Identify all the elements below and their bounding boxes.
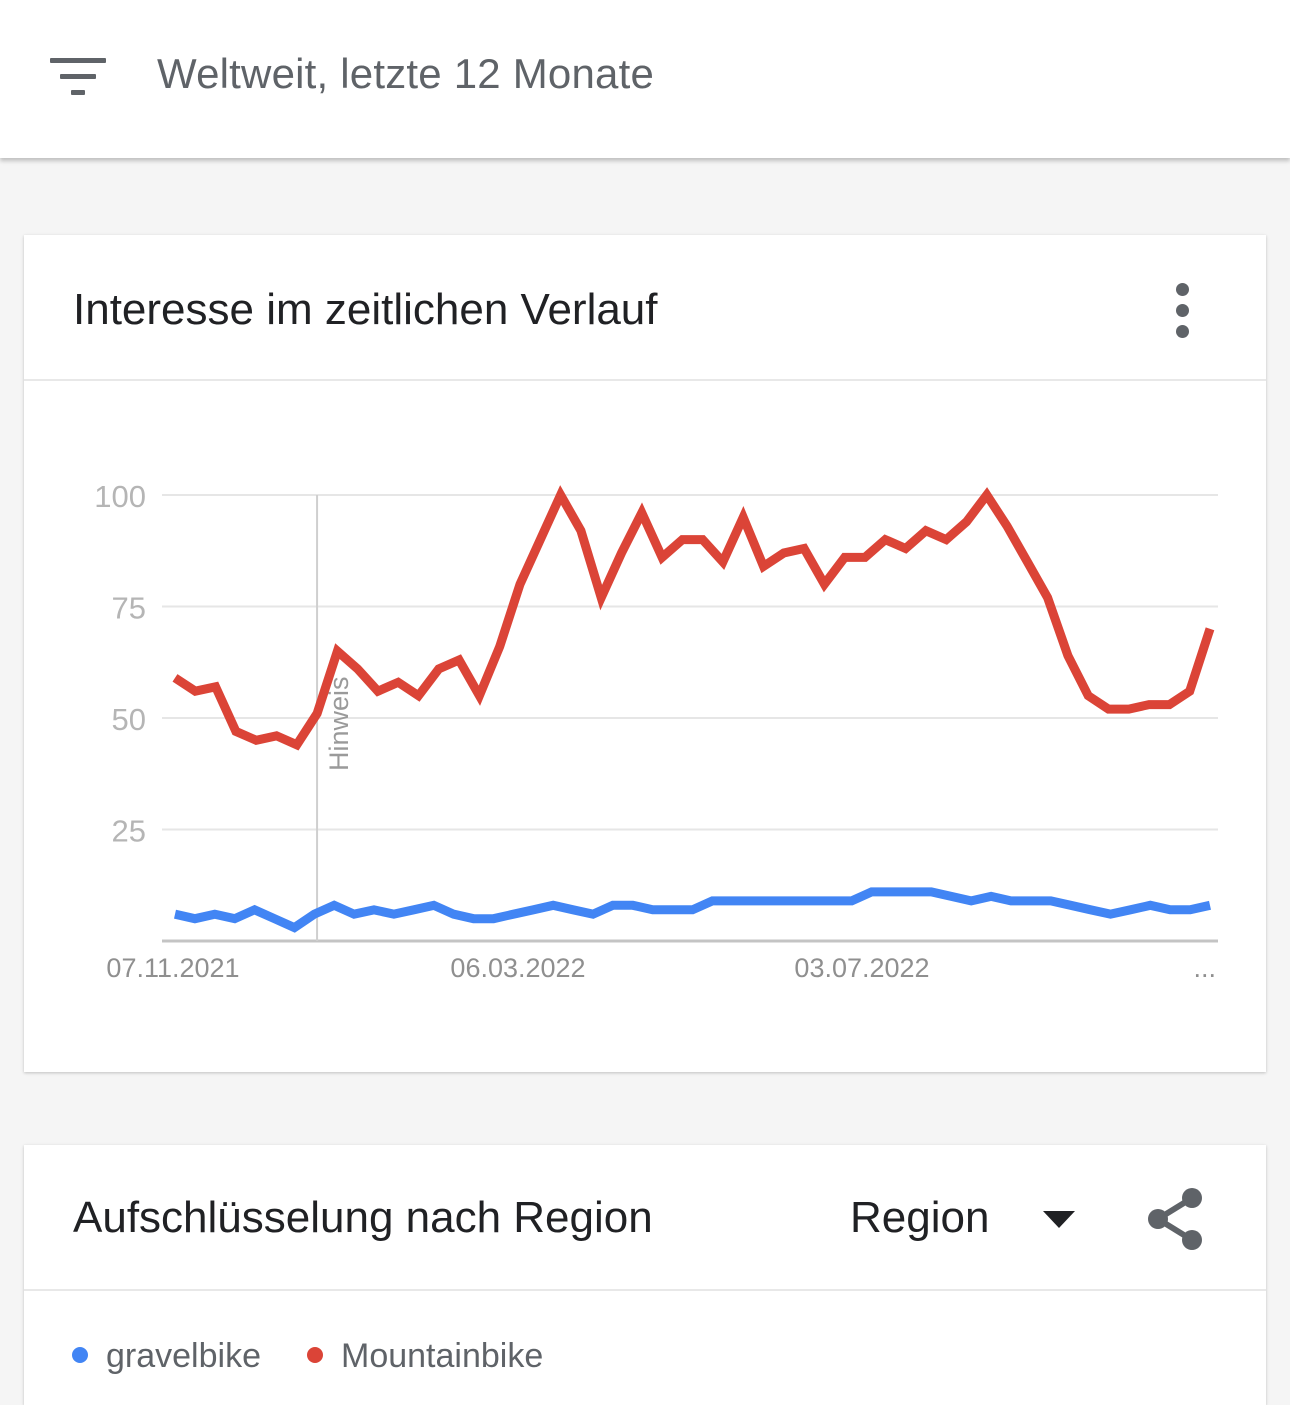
x-tick-label: 06.03.2022: [450, 953, 585, 983]
more-vert-icon[interactable]: [1166, 280, 1200, 340]
legend-dot-icon: [307, 1347, 323, 1364]
y-tick-label: 100: [94, 479, 146, 514]
legend-label: Mountainbike: [341, 1337, 544, 1375]
y-tick-label: 75: [112, 591, 146, 626]
legend-item-gravelbike[interactable]: gravelbike: [72, 1337, 261, 1376]
filter-list-icon[interactable]: [46, 52, 110, 100]
legend-label: gravelbike: [106, 1337, 261, 1375]
interest-over-time-card: Interesse im zeitlichen Verlauf 25 50 75 10…: [24, 235, 1266, 1072]
region-card-title: Aufschlüsselung nach Region: [73, 1193, 653, 1242]
legend-item-mountainbike[interactable]: Mountainbike: [307, 1337, 543, 1376]
region-breakdown-card: Aufschlüsselung nach Region Region grave…: [24, 1145, 1266, 1405]
annotation-label: Hinweis: [324, 676, 354, 771]
series-line-gravelbike: [174, 887, 1211, 933]
legend-dot-icon: [72, 1347, 88, 1364]
y-tick-label: 25: [112, 814, 146, 849]
location-timeframe-title[interactable]: Weltweit, letzte 12 Monate: [157, 50, 654, 97]
interest-card-title: Interesse im zeitlichen Verlauf: [73, 285, 658, 334]
share-icon[interactable]: [1144, 1185, 1210, 1251]
x-tick-label: 03.07.2022: [794, 953, 929, 983]
card-divider: [24, 379, 1266, 381]
dropdown-arrow-icon: [1043, 1211, 1075, 1228]
card-divider: [24, 1289, 1266, 1291]
interest-line-chart: 25 50 75 100 07.11.2021 06.03.2022 03.07.2022.…: [94, 479, 1218, 983]
x-tick-label: 07.11.2021: [106, 953, 239, 983]
y-tick-label: 50: [112, 702, 146, 737]
top-bar: Weltweit, letzte 12 Monate: [0, 0, 1290, 158]
x-tick-label: ...: [1193, 953, 1216, 983]
region-dropdown-value: Region: [850, 1193, 990, 1242]
region-dropdown[interactable]: Region: [850, 1193, 1090, 1245]
series-line-mountainbike: [172, 485, 1215, 751]
